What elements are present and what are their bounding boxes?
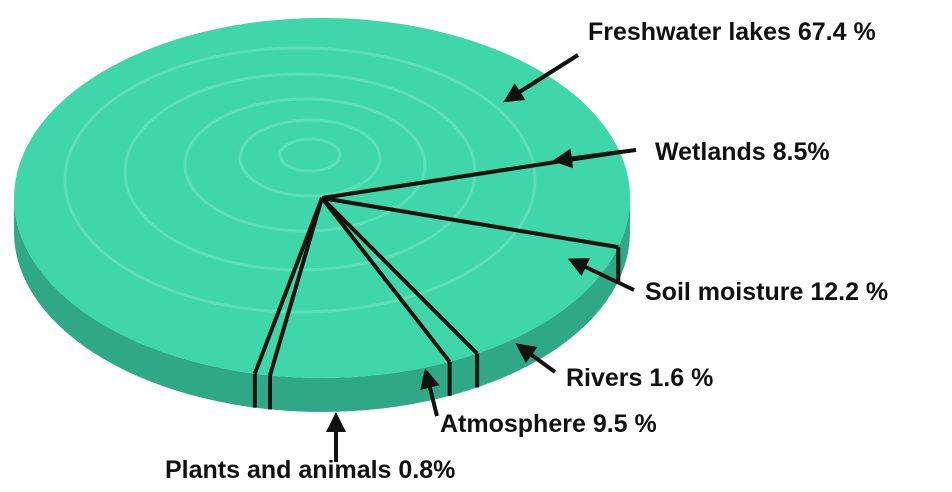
- arrow: [420, 368, 440, 417]
- pie-slice: [322, 152, 631, 248]
- label: Wetlands 8.5%: [655, 138, 830, 166]
- value-label: 12.2 %: [810, 278, 888, 306]
- label: Freshwater lakes 67.4 %: [588, 18, 876, 46]
- pie-slice: [269, 198, 450, 378]
- value-label: 9.5 %: [593, 410, 657, 438]
- category-label: Wetlands: [655, 138, 766, 166]
- slice-edge: [252, 197, 324, 375]
- arrow: [567, 258, 635, 292]
- value-label: 0.8%: [398, 456, 455, 484]
- label: Rivers 1.6 %: [566, 364, 713, 392]
- category-label: Atmosphere: [440, 410, 586, 438]
- pie-slice: [322, 198, 619, 354]
- label: Plants and animals 0.8%: [165, 456, 455, 484]
- value-label: 67.4 %: [798, 18, 876, 46]
- category-label: Rivers: [566, 364, 642, 392]
- value-label: 8.5%: [773, 138, 830, 166]
- slice-edge: [268, 197, 324, 376]
- slice-edge: [320, 196, 452, 364]
- category-label: Freshwater lakes: [588, 18, 791, 46]
- label: Soil moisture 12.2 %: [645, 278, 888, 306]
- slice-edge: [321, 196, 619, 250]
- slice-edge: [320, 196, 479, 355]
- arrow: [515, 343, 557, 374]
- category-label: Plants and animals: [165, 456, 391, 484]
- arrow: [503, 53, 580, 103]
- value-label: 1.6 %: [649, 364, 713, 392]
- category-label: Soil moisture: [645, 278, 803, 306]
- arrow: [552, 148, 637, 169]
- label: Atmosphere 9.5 %: [440, 410, 657, 438]
